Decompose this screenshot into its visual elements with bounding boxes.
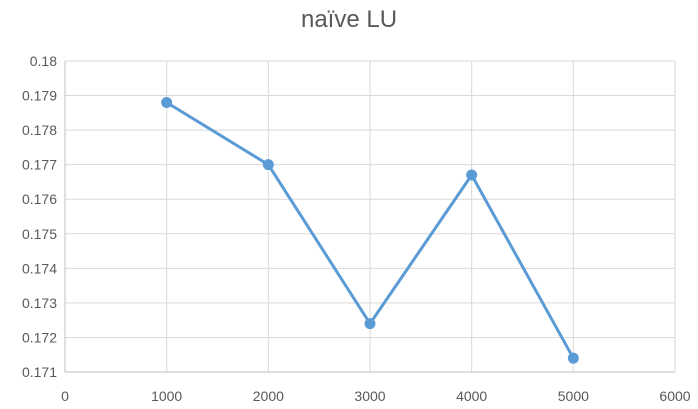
x-tick-label: 1000	[151, 388, 182, 404]
y-tick-label: 0.175	[22, 226, 57, 242]
y-tick-label: 0.174	[22, 260, 57, 276]
data-point	[466, 169, 478, 181]
data-point	[567, 352, 579, 364]
data-point	[262, 159, 274, 171]
data-point	[161, 96, 173, 108]
axes: 0.171 0.172 0.173 0.174 0.175 0.176 0.177 0.178…	[22, 53, 691, 404]
y-tick-label: 0.172	[22, 329, 57, 345]
y-tick-label: 0.173	[22, 295, 57, 311]
x-tick-label: 4000	[456, 388, 487, 404]
chart-title: naïve LU	[300, 6, 398, 33]
y-tick-label: 0.176	[22, 191, 57, 207]
x-tick-label: 3000	[354, 388, 385, 404]
y-tick-label: 0.18	[30, 53, 57, 69]
y-tick-label: 0.177	[22, 157, 57, 173]
x-tick-label: 5000	[558, 388, 589, 404]
x-tick-label: 0	[61, 388, 69, 404]
y-tick-label: 0.179	[22, 88, 57, 104]
y-tick-label: 0.178	[22, 122, 57, 138]
x-tick-label: 2000	[253, 388, 284, 404]
data-point	[364, 318, 376, 330]
y-tick-label: 0.171	[22, 364, 57, 380]
series	[161, 96, 579, 364]
x-tick-label: 6000	[659, 388, 690, 404]
